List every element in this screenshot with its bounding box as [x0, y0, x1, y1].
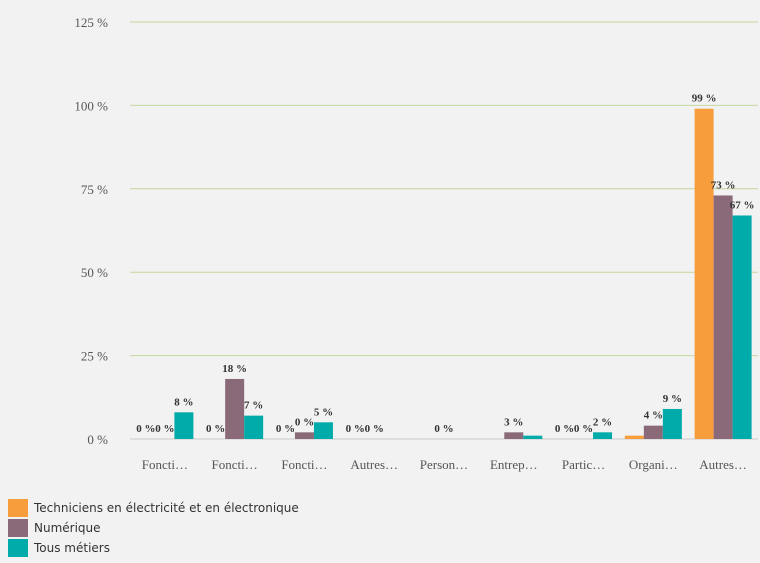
- data-label: 4 %: [644, 410, 663, 422]
- x-tick-label: Entrep…: [490, 457, 538, 472]
- y-tick-label: 75 %: [81, 182, 108, 197]
- bar: [225, 378, 245, 439]
- legend-item-tous-metiers: Tous métiers: [8, 538, 299, 558]
- data-label: 3 %: [504, 416, 523, 428]
- legend-swatch-tous-metiers: [8, 539, 28, 557]
- y-tick-label: 125 %: [74, 15, 108, 30]
- bar: [504, 432, 524, 439]
- data-label: 18 %: [222, 363, 247, 375]
- bar: [694, 108, 714, 440]
- legend-swatch-techniciens: [8, 499, 28, 517]
- y-tick-label: 0 %: [87, 432, 108, 447]
- x-tick-label: Foncti…: [212, 457, 258, 472]
- x-tick-label: Organi…: [629, 457, 678, 472]
- bar: [593, 432, 613, 439]
- data-label: 8 %: [174, 396, 193, 408]
- y-tick-label: 25 %: [81, 349, 108, 364]
- data-label: 0 %: [136, 423, 155, 435]
- legend-label-tous-metiers: Tous métiers: [34, 541, 110, 555]
- data-label: 0 %: [346, 423, 365, 435]
- legend-label-numerique: Numérique: [34, 521, 101, 535]
- legend-item-techniciens: Techniciens en électricité et en électro…: [8, 498, 299, 518]
- legend-item-numerique: Numérique: [8, 518, 299, 538]
- bar: [174, 412, 194, 439]
- data-label: 0 %: [276, 423, 295, 435]
- legend: Techniciens en électricité et en électro…: [8, 498, 299, 558]
- legend-swatch-numerique: [8, 519, 28, 537]
- bar: [662, 408, 682, 439]
- bar: [313, 422, 333, 439]
- bar: [523, 435, 543, 439]
- x-tick-label: Autres…: [699, 457, 747, 472]
- y-tick-label: 100 %: [74, 98, 108, 113]
- data-label: 5 %: [314, 406, 333, 418]
- bar: [732, 215, 752, 439]
- data-label: 0 %: [155, 423, 174, 435]
- bar: [643, 425, 663, 439]
- data-label: 0 %: [434, 423, 453, 435]
- bar: [294, 432, 314, 439]
- data-label: 99 %: [692, 93, 717, 105]
- legend-label-techniciens: Techniciens en électricité et en électro…: [34, 501, 299, 515]
- bar: [624, 435, 644, 439]
- data-label: 7 %: [244, 400, 263, 412]
- x-tick-label: Person…: [420, 457, 468, 472]
- data-label: 0 %: [555, 423, 574, 435]
- data-label: 0 %: [295, 416, 314, 428]
- data-label: 67 %: [730, 199, 755, 211]
- bar-chart: 0 %25 %50 %75 %100 %125 %0 % 0 %8 %Foncti…: [74, 15, 758, 472]
- data-label: 0 %: [365, 423, 384, 435]
- data-label: 0 %: [574, 423, 593, 435]
- data-label: 0 %: [206, 423, 225, 435]
- bar: [713, 195, 733, 439]
- data-label: 2 %: [593, 416, 612, 428]
- data-label: 9 %: [663, 393, 682, 405]
- data-label: 73 %: [711, 179, 736, 191]
- x-tick-label: Foncti…: [142, 457, 188, 472]
- x-tick-label: Foncti…: [281, 457, 327, 472]
- x-tick-label: Autres…: [350, 457, 398, 472]
- x-tick-label: Partic…: [562, 457, 605, 472]
- y-tick-label: 50 %: [81, 265, 108, 280]
- bar: [244, 415, 264, 439]
